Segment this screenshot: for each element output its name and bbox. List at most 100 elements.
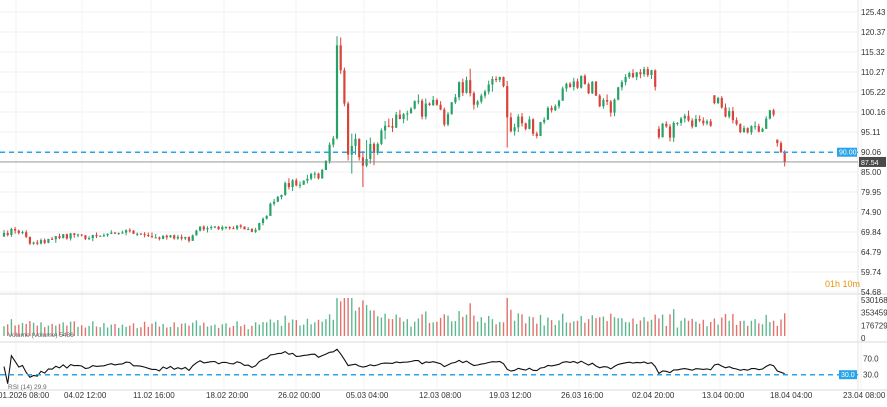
volume-bar <box>428 322 431 336</box>
volume-bar <box>517 313 519 336</box>
volume-bar <box>3 326 5 336</box>
candle-body <box>302 180 305 185</box>
candlesticks[interactable] <box>2 36 786 246</box>
volume-bar <box>225 323 227 336</box>
candle-body <box>624 77 627 83</box>
candle-body <box>509 117 512 132</box>
candle-body <box>557 100 561 107</box>
volume-bar <box>624 322 627 336</box>
volume-bar <box>155 321 157 336</box>
volume-bar <box>121 324 124 336</box>
candle-body <box>136 233 139 235</box>
candle-body <box>354 138 357 146</box>
volume-bar <box>765 314 767 336</box>
volume-bar <box>166 327 168 336</box>
candle-body <box>717 97 720 104</box>
candle-body <box>169 235 172 238</box>
volume-bar <box>217 327 220 336</box>
candle-body <box>657 128 660 138</box>
volume-bar <box>565 322 568 336</box>
volume-bar <box>395 314 397 336</box>
volume-bar <box>32 322 35 336</box>
candle-body <box>554 106 557 111</box>
volume-bar <box>125 326 127 336</box>
candle-body <box>635 72 638 78</box>
candle-body <box>99 235 102 237</box>
volume-bar <box>18 324 20 336</box>
candle-body <box>398 114 401 119</box>
candle-body <box>461 82 464 93</box>
candle-body <box>280 194 283 197</box>
candle-body <box>191 235 194 241</box>
last-price-tag <box>859 156 886 167</box>
candle-body <box>520 116 524 124</box>
volume-bar <box>532 317 534 336</box>
candle-body <box>158 237 161 239</box>
candle-body <box>391 126 394 128</box>
volume-bar <box>513 320 516 336</box>
candle-body <box>728 111 731 117</box>
volume-bar <box>602 316 605 336</box>
candle-body <box>665 123 668 127</box>
volume-bar <box>728 320 730 336</box>
candle-body <box>498 77 501 80</box>
candle-body <box>454 97 457 103</box>
candle-body <box>532 119 535 134</box>
candle-body <box>224 227 228 229</box>
candle-body <box>372 143 376 154</box>
candle-body <box>576 81 579 88</box>
volume-bar <box>73 321 75 336</box>
candle-body <box>58 236 61 239</box>
candle-body <box>591 81 594 94</box>
candle-body <box>735 120 738 125</box>
candle-body <box>650 70 653 76</box>
candle-body <box>698 118 701 121</box>
volume-bar <box>780 319 782 336</box>
volume-bar <box>203 322 205 336</box>
candle-body <box>583 75 586 85</box>
volume-bar <box>380 317 383 336</box>
candle-body <box>609 101 612 113</box>
volume-bar <box>199 325 201 336</box>
time-tick-label: 19.03 12:00 <box>489 391 532 400</box>
volume-bar <box>336 298 338 336</box>
volume-bar <box>7 324 9 336</box>
candle-body <box>239 225 242 227</box>
candle-body <box>361 157 364 166</box>
rsi-reference-tag-label: 30.0 <box>841 372 855 379</box>
volume-bar <box>499 322 501 336</box>
time-tick-label: 26.03 16:00 <box>561 391 604 400</box>
price-tick-label: 54.68 <box>861 288 882 297</box>
candle-body <box>269 203 272 216</box>
volume-bar <box>21 322 24 336</box>
volume-bar <box>114 323 116 336</box>
volume-bar <box>754 319 756 336</box>
candle-body <box>243 226 246 230</box>
volume-bar <box>595 318 597 336</box>
volume-bar <box>147 326 149 336</box>
candle-body <box>406 113 409 115</box>
time-tick-label: 11.02 16:00 <box>133 391 175 400</box>
volume-bar <box>761 324 764 336</box>
volume-bar <box>325 319 327 336</box>
candle-body <box>6 232 9 235</box>
volume-bar <box>425 311 427 336</box>
volume-bar <box>388 318 390 336</box>
candle-body <box>587 84 590 94</box>
candle-body <box>47 238 50 243</box>
candle-body <box>324 160 327 171</box>
volume-bar <box>192 322 194 336</box>
volume-bar <box>717 324 719 336</box>
candle-body <box>250 228 253 232</box>
volume-bar <box>410 326 412 336</box>
volume-bar <box>55 325 57 336</box>
volume-bar <box>40 322 42 336</box>
candle-body <box>446 114 450 125</box>
volume-bar <box>732 313 734 336</box>
candle-body <box>639 72 642 75</box>
volume-bar <box>92 321 94 336</box>
candle-body <box>779 143 783 153</box>
volume-bar <box>476 321 479 336</box>
